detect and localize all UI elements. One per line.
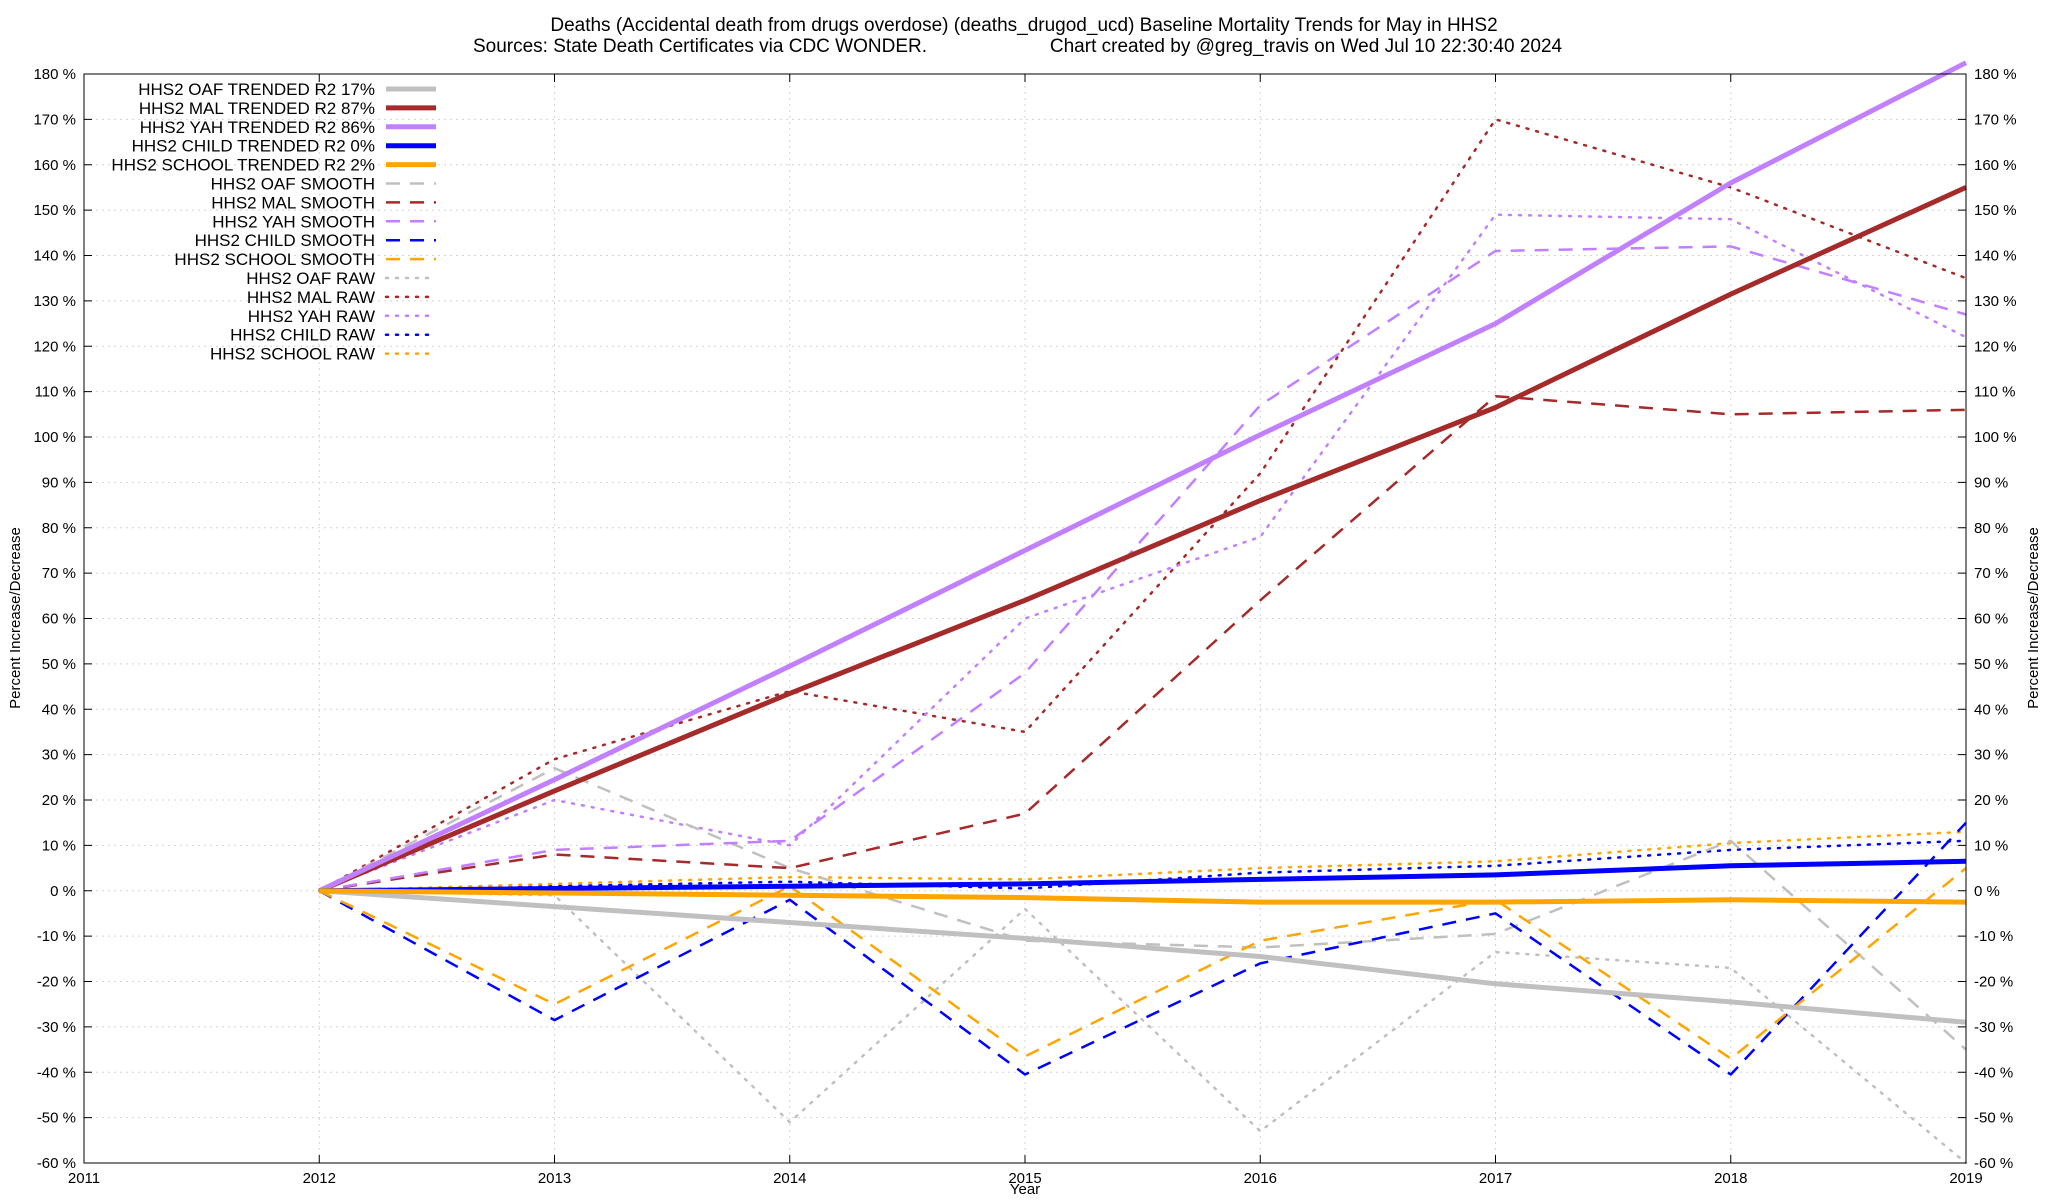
series-line-12 xyxy=(318,213,1968,893)
series-line-0 xyxy=(319,888,1967,1025)
y-tick-label: 140 % xyxy=(33,248,76,265)
chart-credit-note: Chart created by @greg_travis on Wed Jul… xyxy=(1050,36,1563,57)
y-tick-label-right: -10 % xyxy=(1974,928,2013,945)
y-tick-label-right: 40 % xyxy=(1974,701,2008,718)
y-tick-label: 170 % xyxy=(33,111,76,128)
y-tick-label-right: 70 % xyxy=(1974,565,2008,582)
series-line-2 xyxy=(318,60,1968,894)
y-tick-label-right: -50 % xyxy=(1974,1110,2013,1127)
x-tick-label: 2011 xyxy=(68,1170,100,1187)
y-tick-label: 90 % xyxy=(42,474,76,491)
legend-label: HHS2 SCHOOL RAW xyxy=(210,345,375,364)
legend-label: HHS2 CHILD RAW xyxy=(230,326,375,345)
legend-label: HHS2 MAL TRENDED R2 87% xyxy=(139,99,375,118)
series-line-3 xyxy=(319,858,1967,894)
series-line-5 xyxy=(318,766,1967,1051)
y-tick-label: 70 % xyxy=(42,565,76,582)
y-tick-label-right: -60 % xyxy=(1974,1155,2013,1172)
legend-label: HHS2 CHILD TRENDED R2 0% xyxy=(132,137,375,156)
y-tick-label-right: 0 % xyxy=(1974,883,2000,900)
y-tick-label-right: 20 % xyxy=(1974,792,2008,809)
y-tick-label: 50 % xyxy=(42,656,76,673)
y-tick-label-right: -40 % xyxy=(1974,1064,2013,1081)
y-tick-label-right: 10 % xyxy=(1974,837,2008,854)
y-axis-label-right: Percent Increase/Decrease xyxy=(2025,527,2042,709)
y-tick-label: 100 % xyxy=(33,429,76,446)
series-line-8 xyxy=(318,821,1967,1076)
legend-label: HHS2 MAL RAW xyxy=(247,288,375,307)
chart-title: Deaths (Accidental death from drugs over… xyxy=(550,15,1497,36)
x-tick-label: 2017 xyxy=(1479,1170,1512,1187)
x-tick-label: 2019 xyxy=(1949,1170,1982,1187)
y-tick-label-right: 50 % xyxy=(1974,656,2008,673)
y-tick-label-right: 100 % xyxy=(1974,429,2017,446)
x-tick-label: 2012 xyxy=(303,1170,336,1187)
legend-label: HHS2 MAL SMOOTH xyxy=(211,193,375,212)
y-tick-label: 120 % xyxy=(33,338,76,355)
y-tick-label: 40 % xyxy=(42,701,76,718)
legend-label: HHS2 OAF RAW xyxy=(246,269,375,288)
y-tick-label: -50 % xyxy=(37,1110,76,1127)
legend-label: HHS2 YAH RAW xyxy=(248,307,375,326)
legend-label: HHS2 YAH TRENDED R2 86% xyxy=(140,118,375,137)
y-tick-label-right: 150 % xyxy=(1974,202,2017,219)
y-tick-label: 80 % xyxy=(42,520,76,537)
y-tick-label-right: -20 % xyxy=(1974,974,2013,991)
legend-label: HHS2 SCHOOL TRENDED R2 2% xyxy=(111,156,375,175)
y-tick-label-right: 120 % xyxy=(1974,338,2017,355)
y-tick-label-right: 130 % xyxy=(1974,293,2017,310)
y-tick-label: 10 % xyxy=(42,837,76,854)
y-tick-label: 30 % xyxy=(42,747,76,764)
y-tick-label: -30 % xyxy=(37,1019,76,1036)
y-axis-label-left: Percent Increase/Decrease xyxy=(7,527,24,709)
y-tick-label-right: 90 % xyxy=(1974,474,2008,491)
x-tick-label: 2014 xyxy=(773,1170,806,1187)
legend-label: HHS2 SCHOOL SMOOTH xyxy=(174,250,375,269)
series-line-7 xyxy=(319,245,1967,893)
y-tick-label: 0 % xyxy=(50,883,76,900)
y-tick-label-right: 170 % xyxy=(1974,111,2017,128)
y-tick-label: 110 % xyxy=(35,384,76,401)
y-tick-label: 60 % xyxy=(42,611,76,628)
x-tick-label: 2015 xyxy=(1008,1170,1041,1187)
series-line-1 xyxy=(318,185,1968,894)
legend-label: HHS2 OAF SMOOTH xyxy=(211,175,375,194)
axis-ticks: -60 % -60 % -50 % -50 % -40 % -40 % -30 % -30 %… xyxy=(33,66,2016,1187)
y-tick-label: 160 % xyxy=(33,157,76,174)
chart-source-note: Sources: State Death Certificates via CD… xyxy=(473,36,927,57)
legend-label: HHS2 YAH SMOOTH xyxy=(212,212,375,231)
series-line-6 xyxy=(319,394,1967,893)
y-tick-label-right: 60 % xyxy=(1974,611,2008,628)
x-tick-label: 2016 xyxy=(1244,1170,1277,1187)
x-tick-label: 2018 xyxy=(1714,1170,1747,1187)
y-tick-label-right: 80 % xyxy=(1974,520,2008,537)
legend: HHS2 OAF TRENDED R2 17%HHS2 MAL TRENDED … xyxy=(111,80,438,364)
y-tick-label-right: -30 % xyxy=(1974,1019,2013,1036)
y-tick-label: -20 % xyxy=(37,974,76,991)
series-line-10 xyxy=(318,889,1968,1165)
x-axis-label: Year xyxy=(1010,1181,1040,1198)
y-tick-label-right: 180 % xyxy=(1974,66,2017,83)
y-tick-label-right: 110 % xyxy=(1974,384,2015,401)
y-tick-label-right: 30 % xyxy=(1974,747,2008,764)
series-line-4 xyxy=(319,888,1967,905)
y-tick-label: 150 % xyxy=(33,202,76,219)
y-tick-label: -10 % xyxy=(37,928,76,945)
y-tick-label: -60 % xyxy=(37,1155,76,1172)
series-layer xyxy=(318,60,1968,1165)
y-tick-label: 20 % xyxy=(42,792,76,809)
x-tick-label: 2013 xyxy=(538,1170,571,1187)
y-tick-label: 130 % xyxy=(33,293,76,310)
legend-label: HHS2 CHILD SMOOTH xyxy=(195,231,375,250)
y-tick-label: -40 % xyxy=(37,1064,76,1081)
series-line-9 xyxy=(318,867,1967,1060)
series-line-11 xyxy=(318,118,1968,893)
legend-label: HHS2 OAF TRENDED R2 17% xyxy=(138,80,375,99)
y-tick-label-right: 160 % xyxy=(1974,157,2017,174)
y-tick-label-right: 140 % xyxy=(1974,248,2017,265)
y-tick-label: 180 % xyxy=(33,66,76,83)
